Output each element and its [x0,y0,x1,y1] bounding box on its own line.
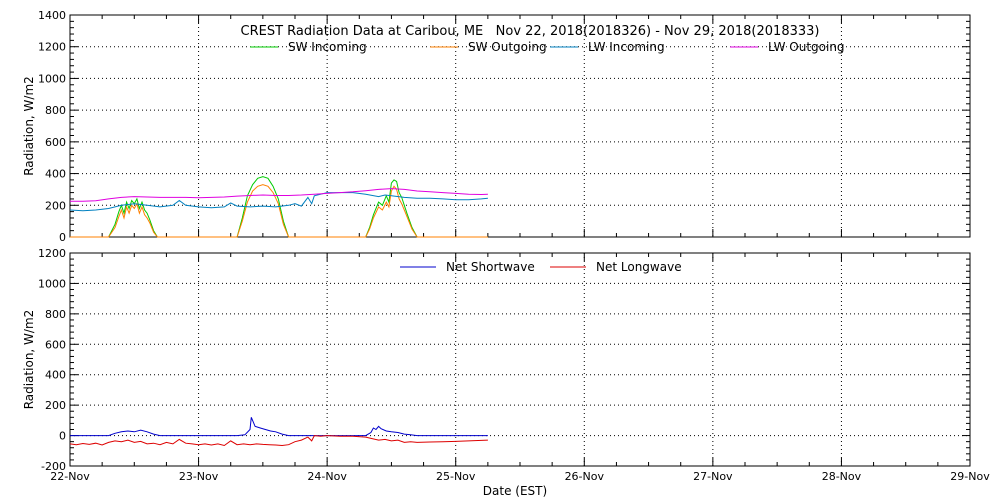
bottom-panel: -200 0 200 400 600 800 1000 1200 22-Nov 23-Nov 24… [22,247,990,498]
top-y-axis-label: Radiation, W/m2 [22,76,36,176]
bottom-legend: Net Shortwave Net Longwave [400,260,682,274]
x-tick-label: 25-Nov [436,470,476,483]
y-tick-label: 1400 [38,9,66,22]
y-tick-label: 1200 [38,247,66,260]
x-tick-label: 24-Nov [307,470,347,483]
legend-label: SW Incoming [288,40,367,54]
x-axis-label: Date (EST) [483,484,547,498]
x-tick-label: 26-Nov [565,470,605,483]
series-line-sw-outgoing [70,184,488,238]
series-line-lw-incoming [69,192,488,212]
x-tick-label: 27-Nov [693,470,733,483]
y-tick-label: 0 [59,231,66,244]
y-tick-label: 1200 [38,41,66,54]
bottom-y-tick-labels: -200 0 200 400 600 800 1000 1200 [38,247,66,473]
bottom-plot-frame [69,252,971,467]
y-tick-label: -200 [41,460,66,473]
y-tick-label: 0 [59,430,66,443]
bottom-series [69,417,488,447]
series-line-net-longwave [69,435,488,447]
y-tick-label: 200 [45,399,66,412]
legend-label: LW Incoming [588,40,665,54]
top-y-tick-labels: 0 200 400 600 800 1000 1200 1400 [38,9,66,244]
series-line-lw-outgoing [70,188,488,202]
y-tick-label: 400 [45,369,66,382]
bottom-y-axis-label: Radiation, W/m2 [22,310,36,410]
x-tick-label: 29-Nov [950,470,990,483]
y-tick-label: 800 [45,308,66,321]
x-tick-label: 28-Nov [822,470,862,483]
y-tick-label: 600 [45,338,66,351]
y-tick-label: 1000 [38,277,66,290]
top-ticks [69,14,971,238]
y-tick-label: 400 [45,168,66,181]
legend-label: Net Longwave [596,260,682,274]
series-line-net-shortwave [70,417,488,437]
top-legend: SW Incoming SW Outgoing LW Incoming LW Outg… [250,40,845,54]
y-tick-label: 1000 [38,72,66,85]
x-tick-label: 22-Nov [50,470,90,483]
top-series [69,176,488,238]
legend-label: Net Shortwave [446,260,535,274]
top-chart-title: CREST Radiation Data at Caribou, ME Nov … [241,24,820,39]
legend-label: SW Outgoing [468,40,547,54]
bottom-grid [70,253,970,466]
y-tick-label: 600 [45,136,66,149]
bottom-ticks [69,252,971,467]
y-tick-label: 800 [45,104,66,117]
x-tick-labels: 22-Nov 23-Nov 24-Nov 25-Nov 26-Nov 27-Nov 28-N… [50,470,990,483]
y-tick-label: 200 [45,199,66,212]
legend-label: LW Outgoing [768,40,845,54]
x-tick-label: 23-Nov [179,470,219,483]
